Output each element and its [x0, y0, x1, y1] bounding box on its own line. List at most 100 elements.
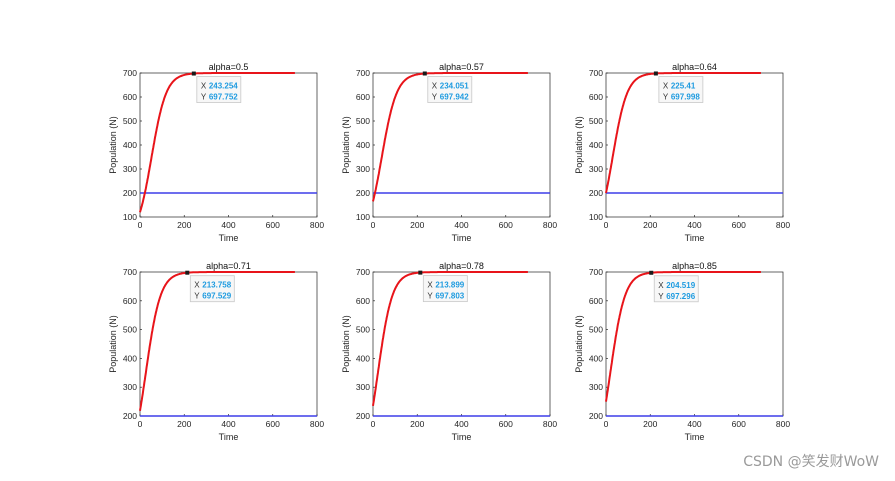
y-tick-label: 200 [356, 188, 370, 198]
datatip-y-label: Y [663, 92, 669, 101]
datatip-y-value: 697.752 [209, 93, 238, 102]
x-axis-label: Time [219, 432, 239, 442]
subplot-title: alpha=0.57 [439, 62, 484, 72]
x-tick-label: 200 [643, 419, 657, 429]
x-tick-label: 0 [371, 220, 376, 230]
subplot-title: alpha=0.5 [209, 62, 249, 72]
y-tick-label: 400 [589, 353, 603, 363]
watermark: CSDN @笑发财WoW [743, 454, 879, 470]
subplot-3: 0 200 400 600 800 100 200 300 400 500 600 700 Time Po… [574, 62, 790, 243]
x-tick-label: 0 [604, 419, 609, 429]
x-tick-label: 800 [543, 220, 557, 230]
subplot-2: 0 200 400 600 800 100 200 300 400 500 600 700 Time Po… [341, 62, 557, 243]
y-tick-label: 700 [356, 68, 370, 78]
x-tick-label: 600 [499, 419, 513, 429]
x-tick-label: 400 [687, 220, 701, 230]
y-axis-label: Population (N) [341, 315, 351, 373]
y-tick-label: 600 [356, 92, 370, 102]
x-tick-label: 200 [643, 220, 657, 230]
x-tick-label: 0 [138, 419, 143, 429]
datatip-y-value: 697.529 [202, 292, 231, 301]
datatip-marker [191, 71, 196, 76]
y-tick-label: 700 [589, 267, 603, 277]
datatip-x-label: X [201, 82, 207, 91]
y-tick-label: 600 [123, 296, 137, 306]
y-tick-label: 500 [589, 116, 603, 126]
y-tick-label: 500 [589, 325, 603, 335]
datatip-y-value: 697.803 [435, 292, 464, 301]
x-tick-label: 0 [138, 220, 143, 230]
x-tick-label: 600 [732, 419, 746, 429]
x-tick-label: 600 [266, 419, 280, 429]
x-tick-label: 0 [371, 419, 376, 429]
datatip-box [196, 76, 242, 103]
x-tick-label: 800 [543, 419, 557, 429]
subplot-4: 0 200 400 600 800200300400500600700TimePopul… [108, 261, 324, 442]
x-tick-label: 800 [310, 419, 324, 429]
subplot-title: alpha=0.78 [439, 261, 484, 271]
y-tick-label: 700 [589, 68, 603, 78]
datatip-box [422, 275, 468, 303]
x-tick-label: 600 [499, 220, 513, 230]
y-tick-label: 200 [123, 411, 137, 421]
datatip-x-value: 225.41 [671, 81, 696, 90]
x-tick-label: 400 [221, 419, 235, 429]
datatip-marker [418, 270, 423, 275]
datatip-y-label: Y [194, 292, 200, 301]
x-tick-label: 400 [221, 220, 235, 230]
x-tick-label: 800 [776, 220, 790, 230]
x-axis-label: Time [685, 432, 705, 442]
x-tick-label: 400 [454, 419, 468, 429]
x-axis-label: Time [452, 432, 472, 442]
x-tick-label: 600 [266, 220, 280, 230]
datatip-x-value: 213.899 [435, 281, 464, 290]
y-tick-label: 600 [356, 296, 370, 306]
y-tick-label: 300 [589, 164, 603, 174]
y-tick-label: 700 [123, 267, 137, 277]
subplot-title: alpha=0.85 [672, 261, 717, 271]
datatip-y-label: Y [201, 93, 207, 102]
y-tick-label: 300 [123, 164, 137, 174]
y-tick-label: 600 [589, 296, 603, 306]
y-axis-label: Population (N) [574, 315, 584, 373]
datatip-x-label: X [194, 281, 200, 290]
x-tick-label: 200 [410, 419, 424, 429]
y-tick-label: 500 [123, 116, 137, 126]
y-tick-label: 300 [123, 382, 137, 392]
x-axis-label: Time [685, 233, 705, 243]
y-axis-label: Population (N) [574, 116, 584, 174]
y-tick-label: 700 [356, 267, 370, 277]
datatip-y-value: 697.942 [440, 92, 469, 101]
y-tick-label: 400 [123, 353, 137, 363]
datatip-box [653, 275, 699, 303]
x-tick-label: 200 [410, 220, 424, 230]
y-axis-label: Population (N) [108, 116, 118, 174]
y-tick-label: 400 [356, 140, 370, 150]
x-axis-label: Time [452, 233, 472, 243]
datatip-marker [653, 71, 658, 76]
y-tick-label: 500 [123, 325, 137, 335]
datatip-x-label: X [427, 281, 433, 290]
datatip-marker [185, 270, 190, 275]
y-tick-label: 400 [356, 353, 370, 363]
datatip-x-value: 234.051 [440, 81, 469, 90]
datatip-marker [422, 71, 427, 76]
subplot-6: 0 200 400 600 800200300400500600700TimePopul… [574, 261, 790, 442]
datatip-box [189, 275, 235, 303]
datatip-y-label: Y [658, 292, 664, 301]
population-curve [372, 271, 528, 407]
datatip-marker [649, 270, 654, 275]
y-tick-label: 600 [589, 92, 603, 102]
y-tick-label: 600 [123, 92, 137, 102]
x-tick-label: 0 [604, 220, 609, 230]
x-tick-label: 800 [310, 220, 324, 230]
population-curve [605, 271, 761, 402]
y-tick-label: 200 [356, 411, 370, 421]
y-tick-label: 200 [123, 188, 137, 198]
